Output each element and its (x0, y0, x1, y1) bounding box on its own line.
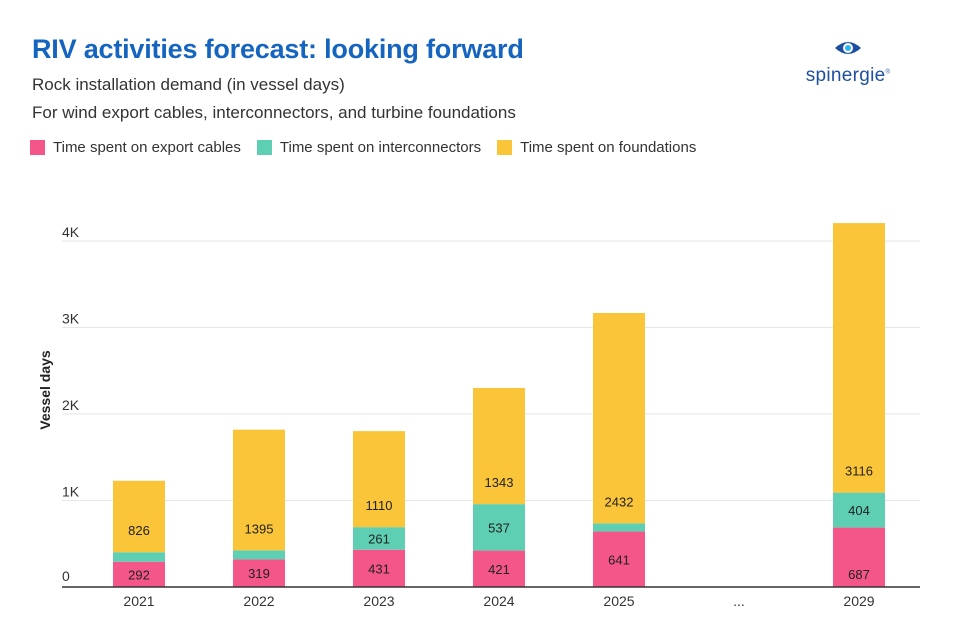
bar-segment (473, 550, 525, 587)
x-tick-label: 2022 (243, 593, 274, 609)
logo-text: spinergie® (805, 65, 891, 86)
chart-title: RIV activities forecast: looking forward (32, 34, 524, 64)
legend-swatch-foundations (497, 140, 513, 155)
y-tick-label: 1K (62, 484, 80, 500)
legend-item-interconnectors: Time spent on interconnectors (256, 139, 482, 156)
legend-item-foundations: Time spent on foundations (497, 139, 696, 156)
x-tick-label: 2024 (483, 593, 514, 609)
data-label: 1343 (485, 475, 514, 490)
data-label: 2432 (605, 494, 634, 509)
x-tick-label: 2029 (843, 593, 874, 609)
y-tick-label: 4K (62, 224, 80, 240)
bar-segment (233, 550, 285, 560)
data-label: 421 (488, 562, 510, 577)
bar-segment (593, 531, 645, 587)
legend-label-interconnectors: Time spent on interconnectors (279, 139, 482, 156)
data-label: 1395 (245, 521, 274, 536)
chart-subtitle-2: For wind export cables, interconnectors,… (32, 103, 516, 122)
data-label: 641 (608, 552, 630, 567)
y-axis: 0 1K 2K 3K 4K Vessel days (37, 224, 80, 584)
bar-segment (353, 549, 405, 587)
bar-segment (353, 431, 405, 528)
bar-segment (353, 527, 405, 550)
legend-label-export-cables: Time spent on export cables (53, 139, 241, 156)
data-label: 826 (128, 523, 150, 538)
y-tick-label: 3K (62, 311, 80, 327)
bar-segment (473, 504, 525, 551)
bar-segment (233, 429, 285, 551)
x-tick-label: 2025 (603, 593, 634, 609)
bar-segment (473, 387, 525, 505)
chart-subtitle-1: Rock installation demand (in vessel days… (32, 75, 345, 94)
bar-segment (113, 480, 165, 553)
data-label: 687 (848, 567, 870, 582)
legend-swatch-export-cables (30, 140, 45, 155)
data-label: 537 (488, 520, 510, 535)
data-label: 3116 (845, 464, 873, 479)
eye-logo-icon (835, 42, 861, 54)
bar-segment (233, 559, 285, 587)
chart-legend: Time spent on export cables Time spent o… (30, 139, 696, 156)
bar-segment (833, 527, 885, 587)
bars: 292 826 319 1395 431 261 1110 421 537 1343 641 2432… (113, 223, 885, 587)
y-tick-label: 2K (62, 397, 80, 413)
data-label: 261 (368, 531, 390, 546)
x-tick-label: ... (733, 593, 745, 609)
x-tick-label: 2023 (363, 593, 394, 609)
bar-segment (833, 223, 885, 493)
legend-item-export-cables: Time spent on export cables (30, 139, 241, 156)
data-label: 431 (368, 561, 390, 576)
data-label: 292 (128, 567, 150, 582)
bar-segment (593, 523, 645, 532)
y-tick-label: 0 (62, 568, 70, 584)
data-label: 319 (248, 566, 270, 581)
spinergie-logo: spinergie® (800, 38, 896, 87)
data-label: 1110 (366, 498, 393, 513)
bar-segment (113, 552, 165, 562)
legend-swatch-interconnectors (256, 140, 272, 155)
bar-segment (833, 492, 885, 528)
x-tick-label: 2021 (123, 593, 154, 609)
y-axis-title: Vessel days (37, 350, 53, 430)
x-axis: 2021 2022 2023 2024 2025... 2029 (62, 586, 920, 609)
legend-label-foundations: Time spent on foundations (520, 139, 697, 156)
bar-segment (113, 561, 165, 587)
data-label: 404 (848, 503, 870, 518)
bar-segment (593, 312, 645, 524)
